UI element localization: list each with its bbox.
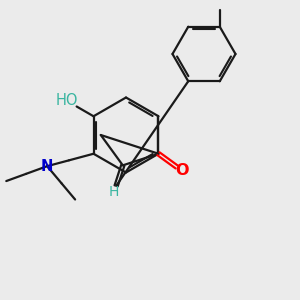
Text: N: N [41,159,53,174]
Text: O: O [175,164,189,178]
Text: H: H [109,185,119,199]
Text: HO: HO [56,93,78,108]
